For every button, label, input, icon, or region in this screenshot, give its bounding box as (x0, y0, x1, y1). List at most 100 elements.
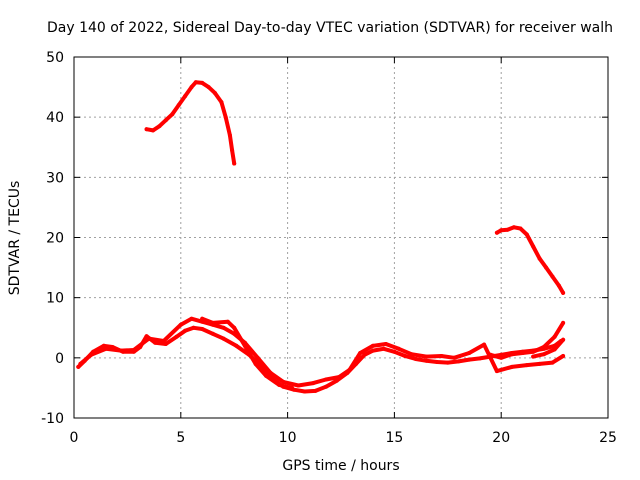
data-point (223, 115, 228, 120)
data-point (531, 349, 536, 354)
data-point (488, 352, 493, 357)
y-tick-label: 10 (46, 291, 64, 307)
data-point (76, 364, 81, 369)
data-point (518, 226, 523, 231)
data-point (189, 85, 194, 90)
data-point (494, 369, 499, 374)
data-point (234, 343, 239, 348)
x-tick-label: 15 (385, 430, 403, 446)
data-point (424, 358, 429, 363)
data-point (371, 348, 375, 353)
data-point (505, 227, 510, 232)
series-arc-2 (78, 316, 566, 388)
data-point (544, 265, 549, 270)
data-point (392, 349, 397, 354)
data-point (499, 228, 504, 233)
data-point (210, 331, 215, 336)
data-point (281, 379, 286, 384)
data-point (494, 230, 499, 235)
data-point (151, 128, 155, 133)
y-tick-label: 0 (55, 351, 64, 367)
data-point (324, 384, 328, 389)
x-tick-label: 25 (599, 430, 617, 446)
data-point (383, 342, 388, 346)
y-tick-label: 20 (46, 231, 64, 247)
data-series (76, 80, 566, 394)
data-point (435, 360, 440, 364)
data-point (524, 232, 529, 237)
data-point (161, 339, 166, 343)
data-point (552, 347, 557, 352)
data-point (531, 354, 536, 359)
data-point (101, 343, 106, 348)
data-point (456, 359, 461, 364)
data-point (509, 364, 514, 369)
data-point (358, 351, 363, 355)
data-point (362, 352, 367, 357)
data-point (556, 283, 561, 288)
data-point (520, 351, 525, 355)
data-point (289, 385, 294, 390)
data-point (541, 345, 546, 349)
data-point (336, 375, 341, 380)
grid-lines (74, 57, 608, 418)
data-point (302, 389, 307, 394)
data-point (403, 354, 408, 358)
data-point (119, 348, 123, 353)
data-point (467, 357, 472, 362)
x-tick-label: 5 (176, 430, 185, 446)
data-point (541, 352, 546, 357)
y-tick-label: 50 (46, 50, 64, 66)
y-tick-label: -10 (41, 411, 64, 427)
data-point (146, 336, 151, 341)
data-point (206, 85, 211, 90)
y-tick-label: 30 (46, 170, 64, 186)
data-point (537, 256, 542, 261)
data-point (561, 290, 566, 295)
data-point (445, 360, 450, 365)
data-point (424, 354, 429, 359)
data-point (512, 225, 516, 230)
data-point (439, 354, 444, 358)
data-point (89, 352, 94, 357)
y-axis-label: SDTVAR / TECUs (7, 181, 23, 296)
axis-ticks: 0 5 10 15 20 25 -10 0 10 20 30 40 50 (41, 50, 617, 446)
data-point (264, 373, 269, 378)
data-point (78, 361, 83, 366)
data-point (561, 320, 566, 325)
data-point (552, 334, 557, 339)
data-point (225, 319, 230, 324)
data-point (452, 355, 457, 360)
series-arc-6 (144, 80, 237, 166)
series-arc-5 (531, 337, 566, 359)
data-point (277, 382, 282, 387)
data-point (531, 244, 536, 249)
data-point (191, 325, 196, 330)
y-tick-label: 40 (46, 110, 64, 126)
data-point (221, 325, 226, 330)
data-point (537, 361, 542, 366)
data-point (550, 360, 555, 365)
data-point (509, 352, 514, 357)
data-point (499, 355, 504, 360)
x-axis-label: GPS time / hours (282, 458, 399, 474)
data-point (324, 377, 328, 382)
data-point (253, 361, 258, 366)
data-point (381, 346, 386, 351)
data-point (131, 348, 136, 352)
data-point (176, 103, 181, 108)
data-point (170, 112, 175, 117)
data-point (242, 343, 247, 348)
data-point (313, 388, 318, 393)
data-point (163, 118, 168, 123)
data-point (413, 357, 418, 361)
x-tick-label: 20 (492, 430, 510, 446)
data-point (296, 383, 301, 388)
data-point (178, 322, 183, 327)
x-tick-label: 10 (279, 430, 297, 446)
data-point (255, 355, 260, 360)
data-point (561, 354, 566, 358)
data-point (200, 80, 205, 85)
data-point (232, 325, 237, 330)
